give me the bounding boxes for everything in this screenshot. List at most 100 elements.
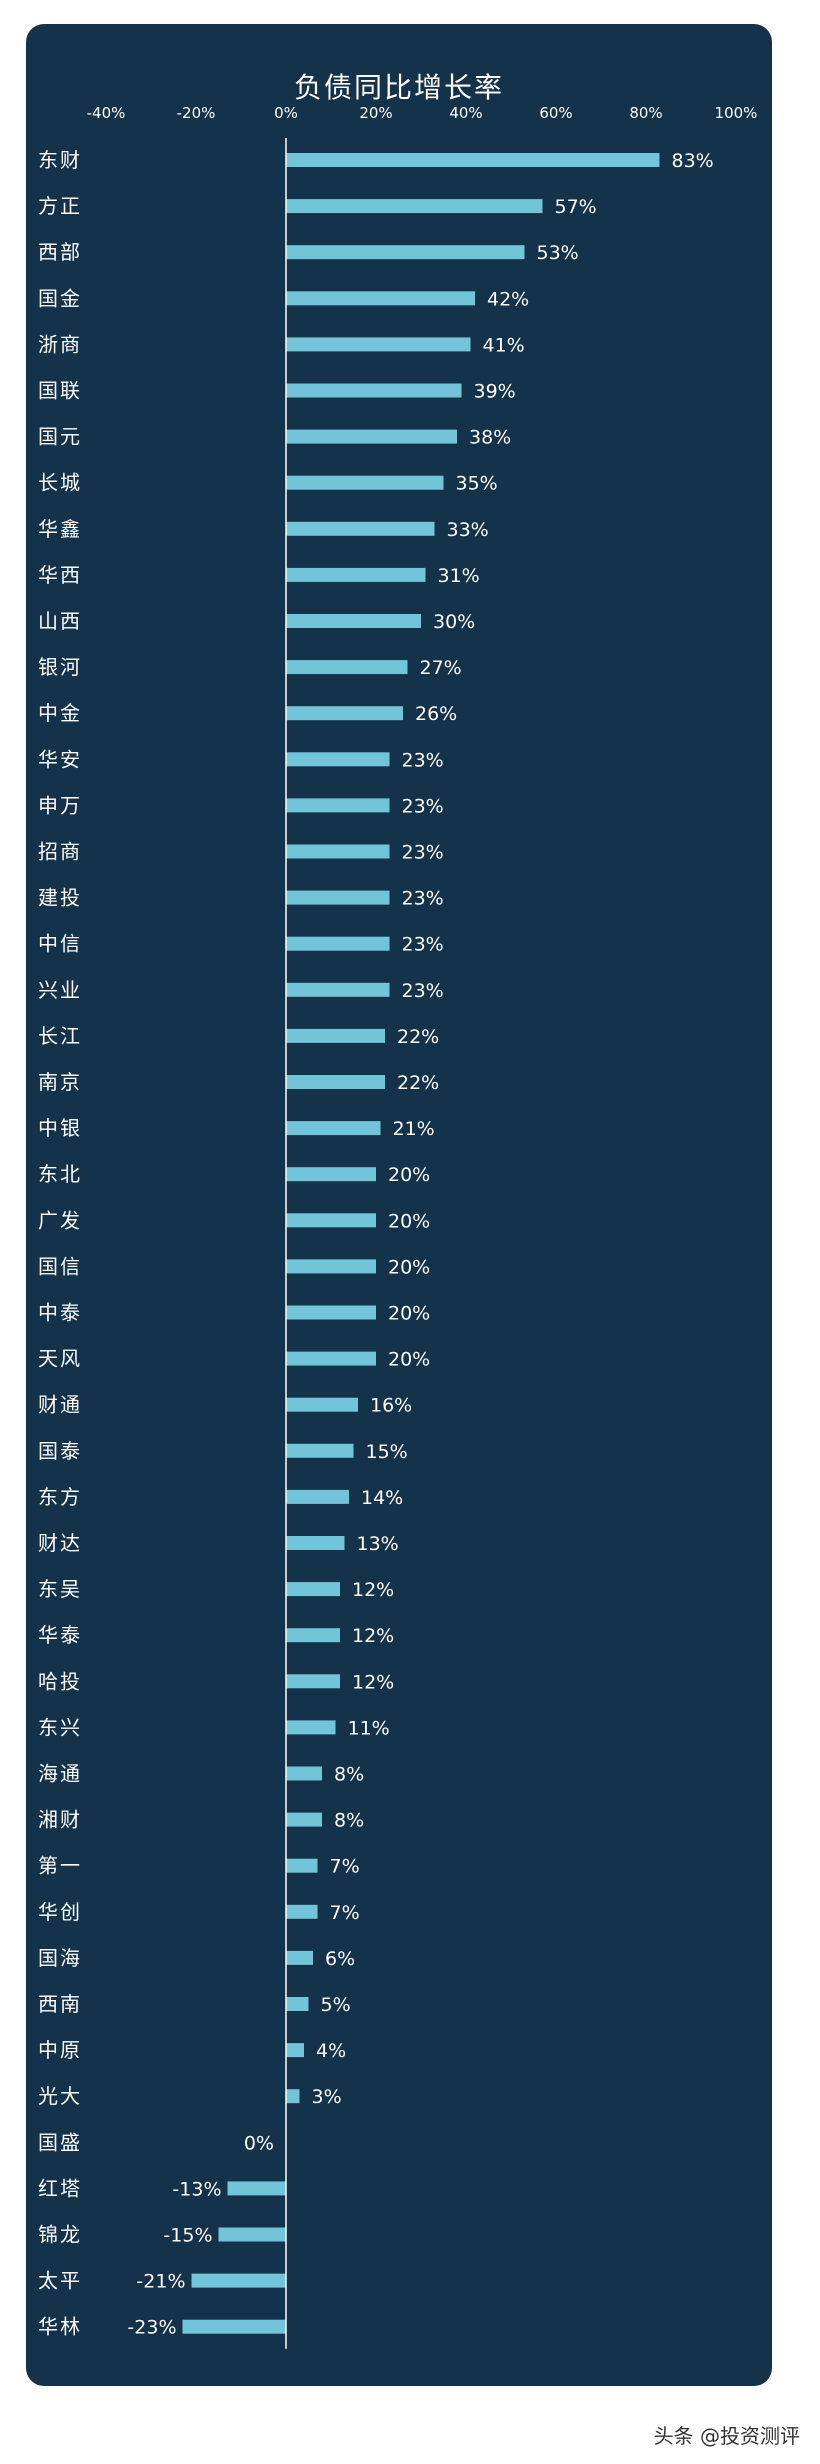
category-label: 华安: [38, 747, 82, 771]
category-label: 天风: [38, 1347, 82, 1371]
category-label: 中银: [38, 1116, 82, 1140]
bar: [286, 1443, 354, 1458]
category-label: 第一: [38, 1854, 82, 1878]
category-label: 锦龙: [38, 2223, 82, 2247]
data-label: 41%: [483, 334, 525, 356]
data-label: 23%: [402, 888, 444, 910]
bar: [286, 2043, 304, 2058]
category-label: 太平: [38, 2269, 82, 2293]
category-label: 兴业: [38, 978, 82, 1002]
data-label: 12%: [352, 1625, 394, 1647]
data-label: 8%: [334, 1810, 364, 1832]
bar: [286, 1720, 336, 1735]
category-label: 山西: [38, 609, 82, 633]
data-label: 6%: [325, 1948, 355, 1970]
bar: [286, 1489, 349, 1504]
data-label: 3%: [312, 2086, 342, 2108]
bar: [286, 245, 525, 260]
bar: [286, 383, 462, 398]
category-label: 国泰: [38, 1439, 82, 1463]
data-label: 12%: [352, 1671, 394, 1693]
x-tick-label: -20%: [177, 104, 216, 122]
category-label: 浙商: [38, 332, 82, 356]
category-label: 华鑫: [38, 517, 82, 541]
bar: [286, 614, 421, 628]
data-label: 7%: [330, 1856, 360, 1878]
bar: [286, 982, 390, 997]
bar: [286, 567, 426, 582]
bar: [286, 660, 408, 675]
data-label: 30%: [433, 611, 475, 633]
bar: [286, 1121, 381, 1136]
category-label: 华西: [38, 563, 82, 587]
bar: [286, 1904, 318, 1919]
category-label: 华泰: [38, 1623, 82, 1647]
data-label: -21%: [136, 2271, 185, 2293]
data-label: -23%: [127, 2317, 176, 2339]
data-label: 33%: [447, 519, 489, 541]
data-label: 20%: [388, 1349, 430, 1371]
bar: [286, 1213, 376, 1228]
category-label: 国海: [38, 1946, 82, 1970]
category-label: 财达: [38, 1531, 82, 1555]
data-label: 12%: [352, 1579, 394, 1601]
data-label: 23%: [402, 795, 444, 817]
category-label: 西南: [38, 1992, 82, 2016]
bar: [286, 521, 435, 536]
bar: [286, 475, 444, 490]
category-label: 广发: [38, 1208, 82, 1232]
x-tick-label: 100%: [715, 104, 758, 122]
data-label: 16%: [370, 1395, 412, 1417]
bar: [227, 2181, 286, 2196]
bar: [218, 2227, 286, 2242]
bar: [286, 1628, 340, 1643]
watermark: 头条 @投资测评: [653, 2424, 800, 2448]
bar: [286, 337, 471, 352]
category-label: 哈投: [38, 1669, 82, 1693]
bar: [286, 1351, 376, 1366]
bar: [286, 1397, 358, 1412]
category-label: 招商: [38, 840, 82, 864]
category-label: 国元: [38, 425, 82, 449]
category-label: 东兴: [38, 1715, 82, 1739]
data-label: 21%: [393, 1118, 435, 1140]
category-label: 银河: [38, 655, 82, 679]
data-label: 23%: [402, 749, 444, 771]
data-label: 23%: [402, 934, 444, 956]
category-label: 国联: [38, 379, 82, 403]
category-label: 海通: [38, 1762, 82, 1786]
bar: [286, 798, 390, 813]
bar: [286, 1536, 345, 1550]
category-label: 中原: [38, 2038, 82, 2062]
data-label: 39%: [474, 381, 516, 403]
data-label: 27%: [420, 657, 462, 679]
x-tick-label: 40%: [449, 104, 482, 122]
category-label: 中泰: [38, 1301, 82, 1325]
bar: [286, 1582, 340, 1597]
bar: [286, 1766, 322, 1781]
data-label: 35%: [456, 473, 498, 495]
data-label: 5%: [321, 1994, 351, 2016]
data-label: 22%: [397, 1026, 439, 1048]
data-label: 20%: [388, 1210, 430, 1232]
data-label: -13%: [172, 2178, 221, 2200]
bar: [286, 1028, 385, 1043]
category-label: 华创: [38, 1900, 82, 1924]
category-label: 方正: [38, 194, 82, 218]
x-tick-label: 0%: [274, 104, 298, 122]
category-label: 财通: [38, 1393, 82, 1417]
category-label: 申万: [38, 793, 82, 817]
category-label: 湘财: [38, 1808, 82, 1832]
data-label: 42%: [487, 288, 529, 310]
bar: [286, 199, 543, 214]
data-label: 38%: [469, 427, 511, 449]
category-label: 中金: [38, 701, 82, 725]
bar: [191, 2273, 286, 2288]
category-label: 国盛: [38, 2130, 82, 2154]
bar: [182, 2319, 286, 2334]
category-label: 光大: [38, 2084, 82, 2108]
data-label: 23%: [402, 980, 444, 1002]
x-tick-label: 80%: [629, 104, 662, 122]
bar: [286, 936, 390, 951]
